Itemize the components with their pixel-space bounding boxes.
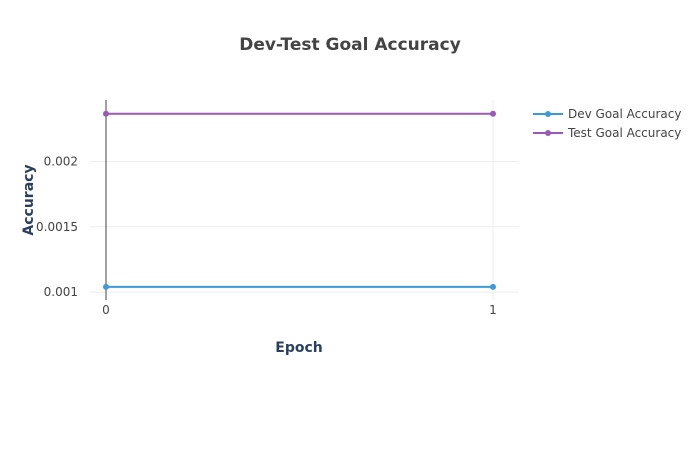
x-tick-label: 1 [489,303,497,317]
chart-title: Dev-Test Goal Accuracy [239,35,461,55]
series-lines [103,110,496,290]
legend-item[interactable]: Dev Goal Accuracy [533,107,681,121]
legend-marker-swatch [545,130,551,136]
x-tick-label: 0 [102,303,110,317]
legend[interactable]: Dev Goal Accuracy Test Goal Accuracy [533,107,681,140]
legend-label: Dev Goal Accuracy [568,107,681,121]
legend-label: Test Goal Accuracy [567,126,681,140]
data-point[interactable] [103,283,109,290]
data-point[interactable] [103,110,109,117]
y-axis-title: Accuracy [21,164,37,235]
legend-item[interactable]: Test Goal Accuracy [533,126,681,140]
legend-marker-swatch [545,111,551,117]
y-tick-label: 0.0015 [36,220,78,234]
y-tick-label: 0.001 [44,285,78,299]
y-tick-label: 0.002 [44,154,78,168]
data-point[interactable] [490,283,496,290]
tick-labels: 0.001 0.0015 0.002 0 1 [36,154,497,317]
grid-lines [90,100,519,300]
data-point[interactable] [490,110,496,117]
x-axis-title: Epoch [275,340,322,356]
